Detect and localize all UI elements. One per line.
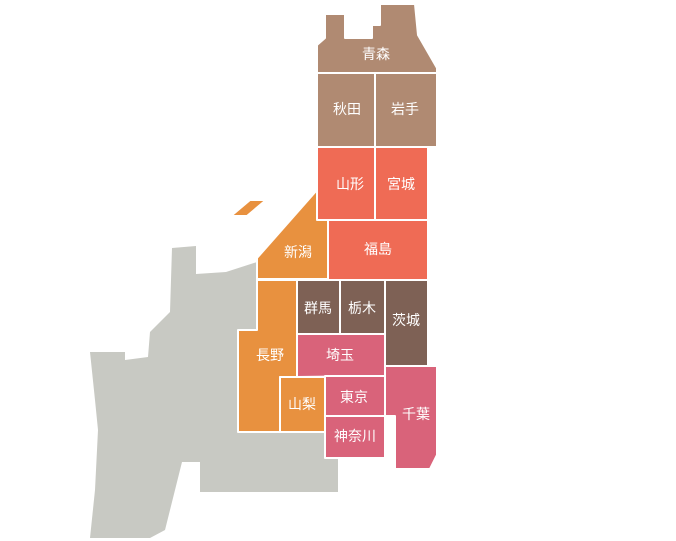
region-label: 宮城 [387,177,415,193]
region-shape[interactable] [316,3,438,74]
region-label: 神奈川 [334,429,376,445]
region-label: 秋田 [333,102,361,118]
region-shape[interactable] [374,72,438,148]
region-label: 東京 [340,390,368,406]
region-label: 新潟 [284,245,312,261]
region-label: 山梨 [288,397,316,413]
land [90,246,338,538]
region-shape[interactable] [256,189,329,280]
region-label: 福島 [364,242,392,258]
region-label: 青森 [362,47,390,63]
region-label: 埼玉 [326,348,354,364]
region-label: 長野 [256,348,284,364]
region-label: 山形 [336,177,364,193]
region-label: 茨城 [392,313,420,329]
region-shape[interactable] [384,365,438,470]
region-label: 栃木 [348,301,376,317]
region-label: 岩手 [391,102,419,118]
region-shape[interactable] [230,199,267,217]
region-label: 千葉 [402,407,430,423]
region-label: 群馬 [304,301,332,317]
region-shape[interactable] [324,415,386,459]
